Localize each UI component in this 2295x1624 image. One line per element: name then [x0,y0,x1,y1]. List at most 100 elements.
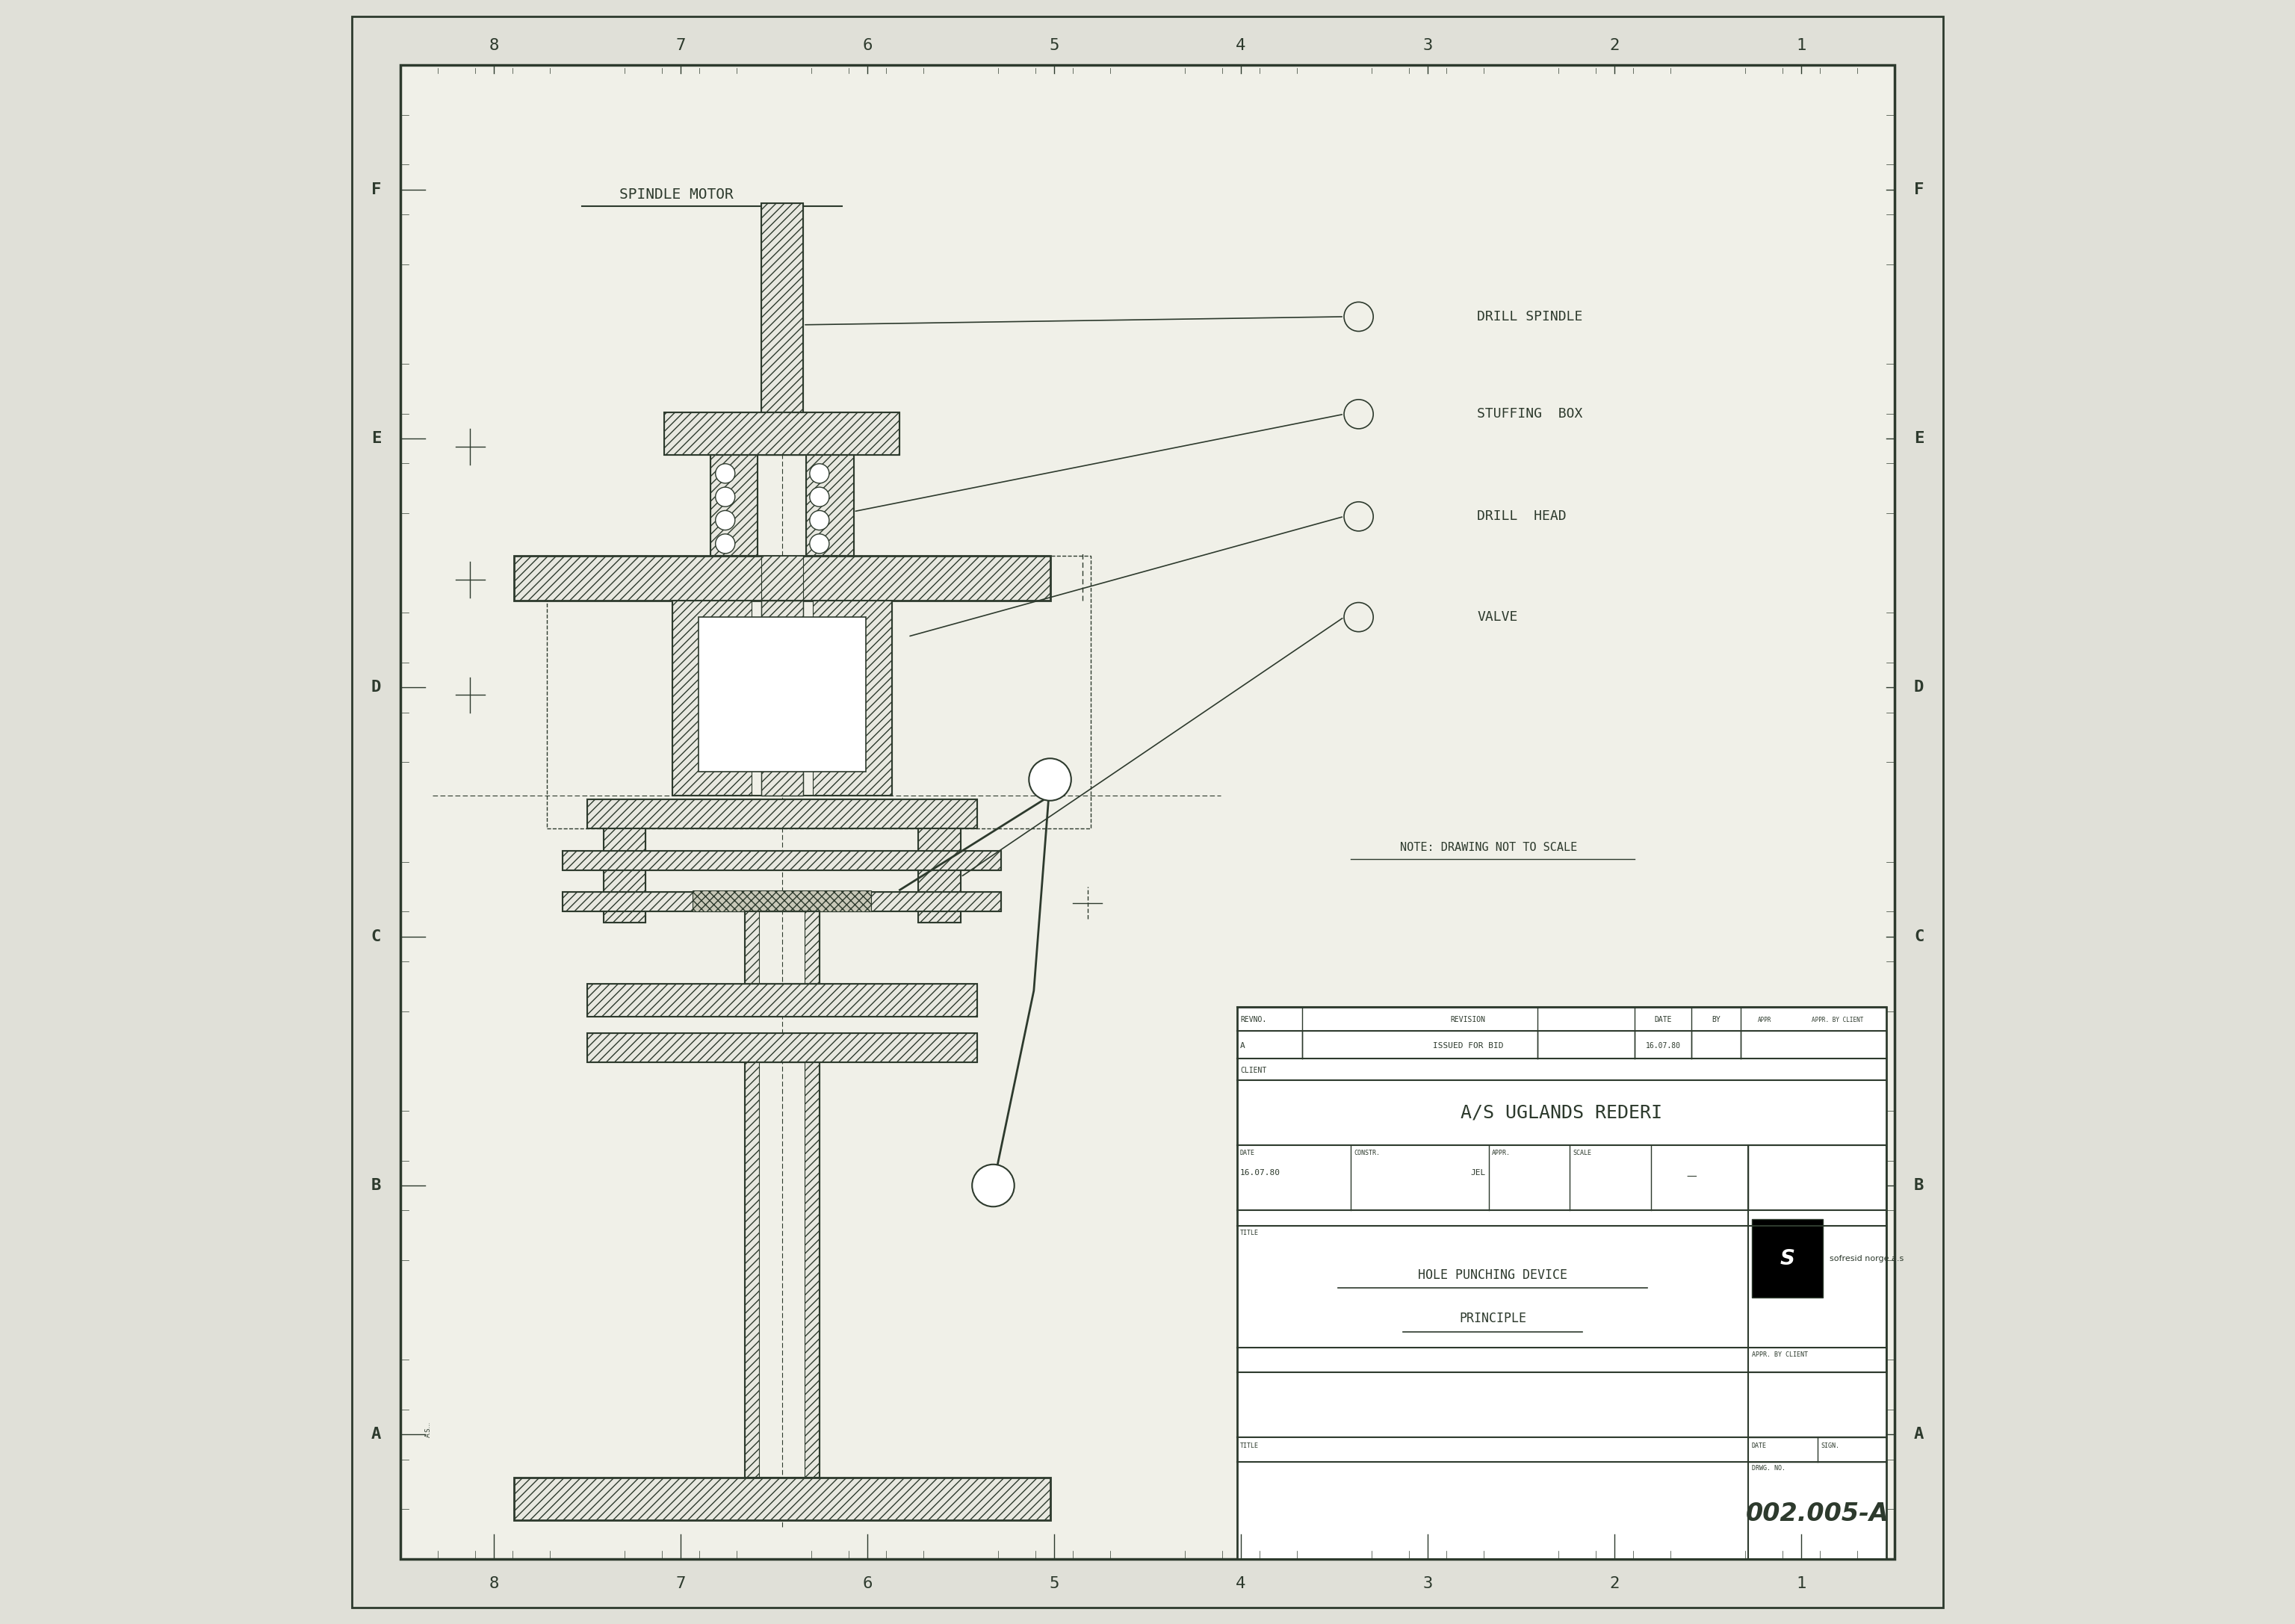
Bar [1751,1220,1822,1298]
Text: A/S UGLANDS REDERI: A/S UGLANDS REDERI [1462,1103,1662,1122]
Bar [806,455,854,555]
Text: 1: 1 [1797,1575,1806,1592]
Bar [806,455,854,555]
Text: 4: 4 [1237,1575,1246,1592]
Bar [806,1062,819,1478]
Text: DATE: DATE [1751,1442,1767,1449]
Text: B: B [372,1177,381,1194]
Bar [762,555,803,601]
Text: F: F [372,182,381,197]
Bar [663,412,900,455]
Text: 1: 1 [1797,37,1806,54]
Text: TITLE: TITLE [1239,1229,1258,1236]
Text: A: A [1914,1427,1923,1442]
Bar [562,851,1001,870]
Circle shape [810,464,828,484]
Bar [672,601,750,796]
Bar [663,412,900,455]
Text: APPR.: APPR. [1492,1150,1510,1156]
Bar [562,892,1001,911]
Text: D: D [372,680,381,695]
Bar [588,1033,978,1062]
Bar [762,203,803,455]
Bar [546,555,1090,828]
Text: B: B [1914,1177,1923,1194]
Text: 8: 8 [489,1575,498,1592]
Circle shape [810,487,828,507]
Text: SPINDLE MOTOR: SPINDLE MOTOR [620,188,734,201]
Text: CONSTR.: CONSTR. [1354,1150,1379,1156]
Bar [514,555,1051,601]
Bar [562,851,1001,870]
Circle shape [973,1164,1014,1207]
Text: 3: 3 [1423,37,1432,54]
Text: DATE: DATE [1239,1150,1255,1156]
Circle shape [716,464,734,484]
Circle shape [716,487,734,507]
Text: 5: 5 [1049,37,1058,54]
Text: C: C [372,929,381,944]
Bar [762,601,803,796]
Bar [604,828,645,922]
Text: A.S...: A.S... [425,1421,431,1437]
Text: 6: 6 [863,1575,872,1592]
Text: 6: 6 [863,37,872,54]
Bar [762,601,803,796]
Text: ISSUED FOR BID: ISSUED FOR BID [1432,1043,1503,1049]
Bar [762,203,803,455]
Bar [711,455,757,555]
Text: A: A [372,1427,381,1442]
Text: NOTE: DRAWING NOT TO SCALE: NOTE: DRAWING NOT TO SCALE [1400,843,1577,853]
Text: DRILL  HEAD: DRILL HEAD [1478,510,1567,523]
Text: JEL: JEL [1471,1169,1485,1176]
Text: 16.07.80: 16.07.80 [1646,1043,1680,1049]
Bar [812,601,893,796]
Bar [693,890,872,911]
Bar [514,1478,1051,1520]
Text: REVNO.: REVNO. [1239,1017,1267,1023]
Bar [1237,1007,1886,1559]
Text: APPR: APPR [1758,1017,1772,1023]
Text: —: — [1687,1173,1696,1182]
Text: 8: 8 [489,37,498,54]
Text: DRWG. NO.: DRWG. NO. [1751,1465,1786,1471]
Text: 5: 5 [1049,1575,1058,1592]
Text: E: E [1914,430,1923,447]
Bar [744,911,819,984]
Text: REVISION: REVISION [1450,1017,1485,1023]
Text: APPR. BY CLIENT: APPR. BY CLIENT [1811,1017,1864,1023]
Text: sofresid norge a.s: sofresid norge a.s [1829,1255,1905,1262]
Text: SCALE: SCALE [1572,1150,1593,1156]
Bar [918,828,962,922]
Text: DRILL SPINDLE: DRILL SPINDLE [1478,310,1584,323]
Text: 002.005-A: 002.005-A [1746,1501,1889,1527]
Text: 7: 7 [675,1575,686,1592]
Bar [588,799,978,828]
Text: TITLE: TITLE [1239,1442,1258,1449]
Bar [588,984,978,1017]
Text: F: F [1914,182,1923,197]
Bar [806,911,819,984]
Bar [588,984,978,1017]
Text: SIGN.: SIGN. [1820,1442,1838,1449]
Bar [711,455,757,555]
Circle shape [810,510,828,529]
Bar [514,555,1051,601]
Text: 7: 7 [675,37,686,54]
Text: E: E [372,430,381,447]
Text: A: A [1239,1043,1246,1049]
Text: DATE: DATE [1655,1017,1673,1023]
Bar [744,1062,819,1478]
Text: 16.07.80: 16.07.80 [1239,1169,1281,1176]
Text: PRINCIPLE: PRINCIPLE [1460,1312,1526,1325]
Text: CLIENT: CLIENT [1239,1067,1267,1073]
Bar [588,1033,978,1062]
Bar [588,799,978,828]
Bar [918,828,962,922]
Text: D: D [1914,680,1923,695]
Bar [744,1062,760,1478]
Text: S: S [1781,1249,1795,1268]
Bar [672,601,893,796]
Circle shape [716,510,734,529]
Text: STUFFING  BOX: STUFFING BOX [1478,408,1584,421]
